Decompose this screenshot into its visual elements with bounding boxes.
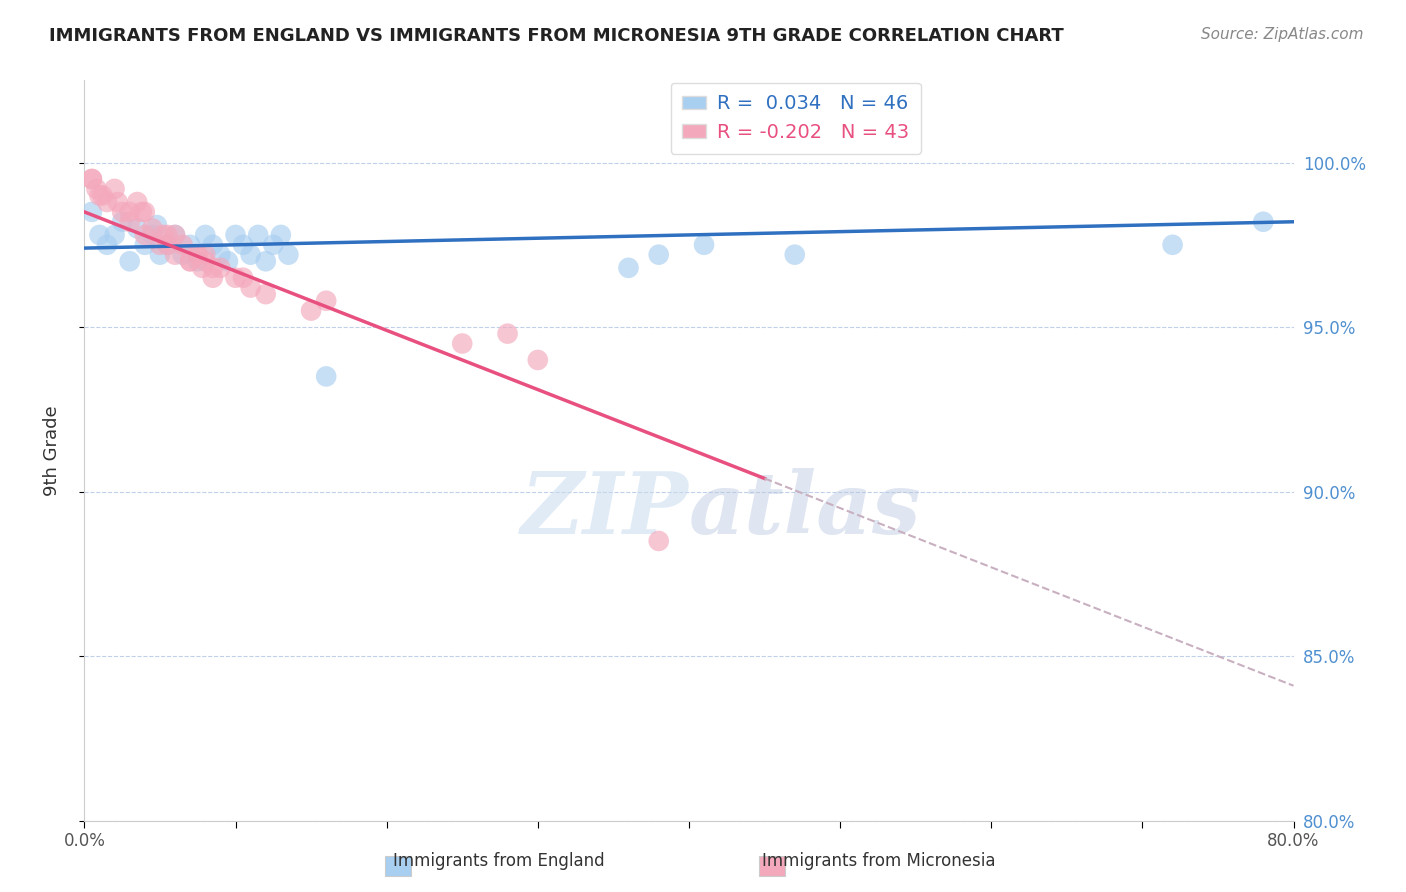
Point [209,260,232,275]
Text: ZIP: ZIP [522,468,689,551]
Point [1161,237,1184,252]
Point [107,194,129,209]
Point [239,248,262,262]
Point [299,303,322,318]
Point [648,248,671,262]
Point [111,215,134,229]
Point [146,218,169,232]
Point [149,237,172,252]
Point [118,254,141,268]
Point [96,237,118,252]
Point [118,215,141,229]
Point [111,205,134,219]
Point [179,254,201,268]
Point [134,227,156,242]
Point [648,533,671,548]
Point [232,237,254,252]
Point [187,248,209,262]
Point [617,260,640,275]
Point [254,287,277,301]
Point [141,221,163,235]
Point [315,369,337,384]
Point [191,260,214,275]
Point [225,270,247,285]
Point [156,227,179,242]
Point [127,194,149,209]
Text: atlas: atlas [689,468,921,551]
Point [104,182,127,196]
Text: Immigrants from England: Immigrants from England [394,852,605,870]
Point [80,172,103,186]
Point [201,237,224,252]
Point [131,205,153,219]
Text: Immigrants from Micronesia: Immigrants from Micronesia [762,852,995,870]
Point [165,227,187,242]
Point [86,182,108,196]
Point [80,172,103,186]
Point [179,254,201,268]
Point [165,248,187,262]
Point [118,205,141,219]
Point [127,221,149,235]
Point [315,293,337,308]
Point [232,270,254,285]
Text: IMMIGRANTS FROM ENGLAND VS IMMIGRANTS FROM MICRONESIA 9TH GRADE CORRELATION CHAR: IMMIGRANTS FROM ENGLAND VS IMMIGRANTS FR… [49,27,1064,45]
Point [194,248,217,262]
Point [201,260,224,275]
Point [187,248,209,262]
Point [141,227,163,242]
Point [209,248,232,262]
Point [451,336,474,351]
Point [194,227,217,242]
Point [270,227,292,242]
Point [277,248,299,262]
Point [134,237,156,252]
Point [179,237,201,252]
Point [104,227,127,242]
Point [172,248,194,262]
Point [527,353,550,368]
Point [239,280,262,294]
Point [225,227,247,242]
Text: Source: ZipAtlas.com: Source: ZipAtlas.com [1201,27,1364,42]
Point [149,248,172,262]
Point [89,227,111,242]
Point [172,237,194,252]
Point [201,270,224,285]
Point [496,326,519,341]
Point [134,205,156,219]
Point [80,205,103,219]
Point [247,227,270,242]
Point [254,254,277,268]
Point [262,237,284,252]
Point [194,254,217,268]
Point [156,237,179,252]
Y-axis label: 9th Grade: 9th Grade [42,405,60,496]
Point [96,194,118,209]
Point [783,248,806,262]
Legend: R =  0.034   N = 46, R = -0.202   N = 43: R = 0.034 N = 46, R = -0.202 N = 43 [671,83,921,153]
Point [89,188,111,202]
Point [91,188,114,202]
Point [152,227,174,242]
Point [693,237,716,252]
Point [217,254,239,268]
Point [165,227,187,242]
Point [1253,215,1275,229]
Point [156,237,179,252]
Point [187,254,209,268]
